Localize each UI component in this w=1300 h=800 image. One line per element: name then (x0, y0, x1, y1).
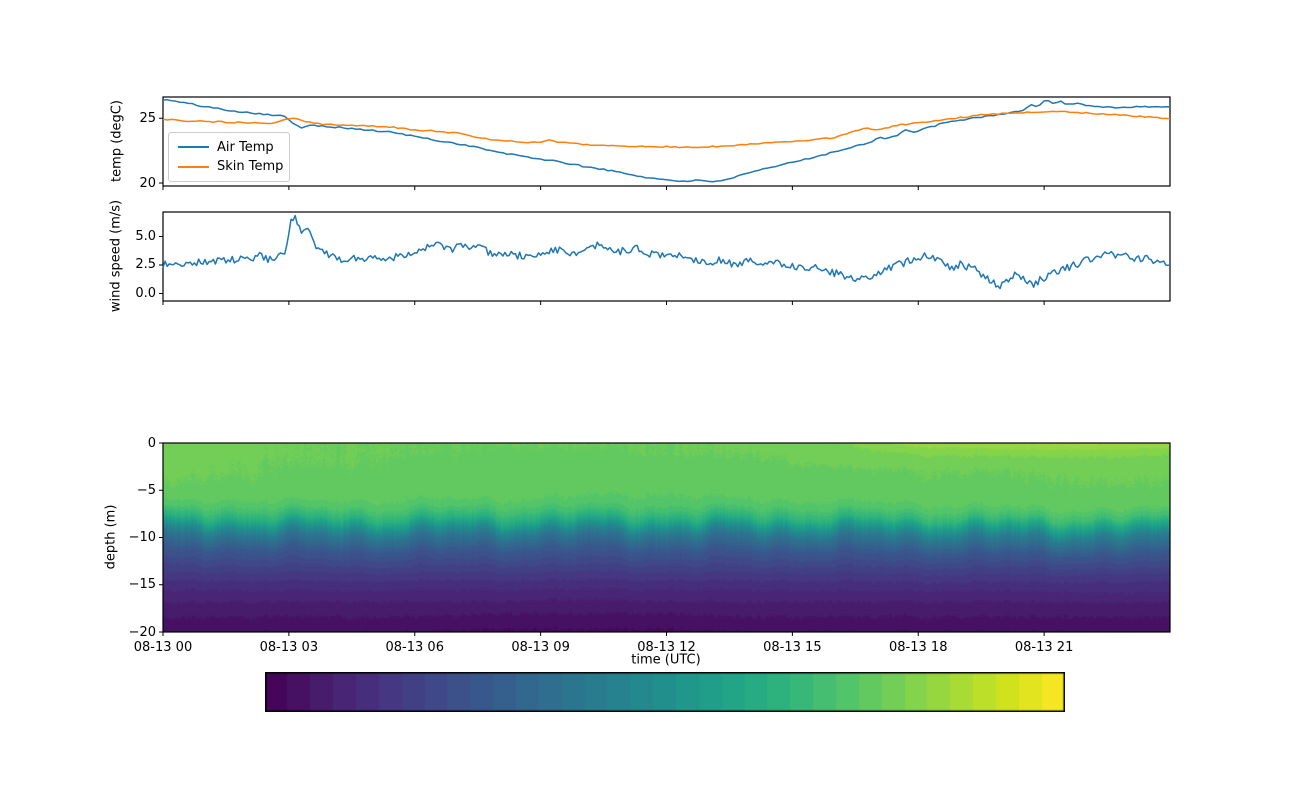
legend-entry-skin-temp: Skin Temp (169, 160, 289, 173)
depth-tick-label: −10 (128, 530, 156, 545)
y-tick-label: 0.0 (135, 285, 156, 301)
depth-tick-label: −15 (128, 577, 156, 593)
air-temp-line (162, 98, 1171, 183)
y-tick-label: 5.0 (135, 229, 156, 244)
colorbar (265, 672, 1065, 712)
time-tick-label: 08-13 03 (259, 640, 319, 655)
y-tick-label: 20 (139, 175, 156, 191)
time-tick-label: 08-13 21 (1014, 640, 1074, 655)
time-tick-label: 08-13 09 (511, 640, 570, 655)
air-temp-line-swatch (178, 146, 209, 149)
wind-speed-line (162, 214, 1171, 290)
time-x-axis-label: time (UTC) (631, 652, 701, 668)
skin-temp-line-swatch (178, 165, 209, 168)
depth-tick-label: 0 (147, 435, 156, 451)
legend-entry-air-temp: Air Temp (169, 141, 289, 154)
depth-temperature-heatmap (163, 443, 1170, 632)
skin-temp-line (162, 110, 1171, 149)
legend-label-skin-temp: Skin Temp (217, 159, 284, 175)
legend-label-air-temp: Air Temp (217, 139, 274, 155)
time-tick-label: 08-13 00 (133, 640, 193, 655)
legend: Air Temp Skin Temp (168, 132, 290, 182)
time-tick-label: 08-13 06 (385, 640, 444, 655)
depth-tick-label: −5 (136, 482, 156, 498)
time-tick-label: 08-13 18 (889, 640, 948, 655)
y-tick-label: 2.5 (135, 257, 156, 273)
time-tick-label: 08-13 12 (637, 640, 696, 655)
depth-tick-label: −20 (128, 624, 156, 640)
time-tick-label: 08-13 15 (763, 640, 822, 655)
y-tick-label: 25 (139, 110, 156, 126)
